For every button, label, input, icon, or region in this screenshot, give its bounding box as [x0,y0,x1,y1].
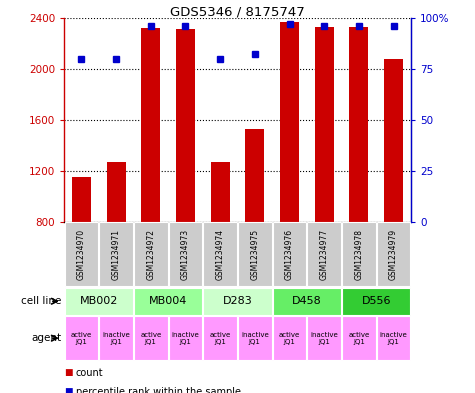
Bar [314,27,334,222]
Bar [349,27,369,222]
Text: GSM1234976: GSM1234976 [285,229,294,280]
Text: GSM1234972: GSM1234972 [146,229,155,280]
Text: percentile rank within the sample: percentile rank within the sample [76,387,241,393]
Bar [176,29,195,222]
Text: ■: ■ [64,387,73,393]
Text: GSM1234975: GSM1234975 [250,229,259,280]
Bar [72,177,91,222]
Bar [280,22,299,222]
Text: active
JQ1: active JQ1 [209,332,231,345]
Bar [106,162,126,222]
Text: GSM1234971: GSM1234971 [112,229,121,280]
Text: GSM1234978: GSM1234978 [354,229,363,280]
Text: inactive
JQ1: inactive JQ1 [102,332,130,345]
Bar [245,129,265,222]
Text: inactive
JQ1: inactive JQ1 [241,332,269,345]
Text: GSM1234979: GSM1234979 [389,229,398,280]
Text: agent: agent [32,333,62,343]
Text: inactive
JQ1: inactive JQ1 [380,332,408,345]
Text: MB002: MB002 [80,296,118,306]
Text: active
JQ1: active JQ1 [140,332,162,345]
Text: active
JQ1: active JQ1 [279,332,300,345]
Text: count: count [76,368,104,378]
Text: GSM1234973: GSM1234973 [181,229,190,280]
Text: D283: D283 [223,296,252,306]
Text: GSM1234977: GSM1234977 [320,229,329,280]
Text: GSM1234970: GSM1234970 [77,229,86,280]
Text: inactive
JQ1: inactive JQ1 [171,332,200,345]
Text: active
JQ1: active JQ1 [71,332,92,345]
Text: D458: D458 [292,296,322,306]
Text: D556: D556 [361,296,391,306]
Bar [384,59,403,222]
Text: inactive
JQ1: inactive JQ1 [310,332,338,345]
Text: ■: ■ [64,368,73,377]
Text: GDS5346 / 8175747: GDS5346 / 8175747 [170,6,305,19]
Text: GSM1234974: GSM1234974 [216,229,225,280]
Text: MB004: MB004 [149,296,187,306]
Bar [141,28,161,222]
Text: active
JQ1: active JQ1 [348,332,370,345]
Text: cell line: cell line [21,296,62,306]
Bar [210,162,230,222]
